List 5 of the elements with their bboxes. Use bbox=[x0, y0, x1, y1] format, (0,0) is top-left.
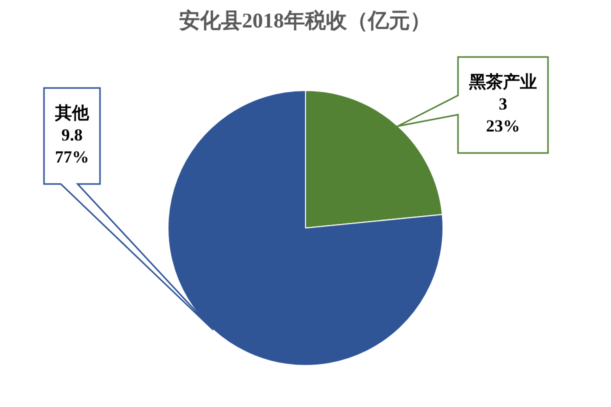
data-label: 3 23% bbox=[486, 94, 520, 136]
chart-title: 安化县2018年税收（亿元） bbox=[179, 8, 431, 32]
slice-label: 其他 bbox=[54, 103, 90, 122]
data-label: 9.8 77% bbox=[55, 125, 89, 166]
slice-label: 黑茶产业 bbox=[468, 72, 537, 92]
